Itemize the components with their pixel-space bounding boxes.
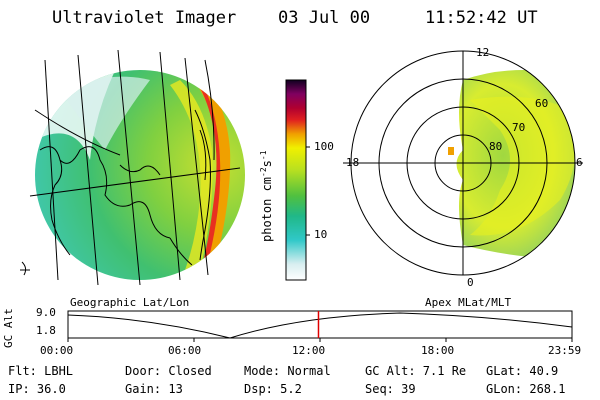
mlt-label-6: 6 bbox=[576, 156, 583, 169]
geographic-label: Geographic Lat/Lon bbox=[70, 296, 190, 309]
lat-label-70: 70 bbox=[512, 121, 526, 134]
info-glon: GLon: 268.1 bbox=[486, 382, 566, 396]
info-door: Door: Closed bbox=[125, 364, 212, 378]
info-glat: GLat: 40.9 bbox=[486, 364, 559, 378]
info-gc-alt: GC Alt: 7.1 Re bbox=[365, 364, 467, 378]
lat-label-60: 60 bbox=[535, 97, 549, 110]
colorbar-tick-100: 100 bbox=[314, 140, 334, 153]
info-dsp: Dsp: 5.2 bbox=[244, 382, 302, 396]
timeline-ytick-low: 1.8 bbox=[36, 324, 56, 337]
timeline-xtick-0000: 00:00 bbox=[40, 344, 74, 357]
info-filter: Flt: LBHL bbox=[8, 364, 74, 378]
mlt-label-0: 0 bbox=[467, 276, 474, 289]
timeline-ytick-high: 9.0 bbox=[36, 306, 56, 319]
timeline-xtick-1800: 18:00 bbox=[421, 344, 455, 357]
observation-time: 11:52:42 UT bbox=[425, 8, 538, 28]
mlt-label-12: 12 bbox=[476, 46, 490, 59]
colorbar bbox=[285, 79, 307, 281]
timeline-plot bbox=[67, 310, 573, 342]
apex-label: Apex MLat/MLT bbox=[425, 296, 512, 309]
info-mode: Mode: Normal bbox=[244, 364, 331, 378]
timeline-xtick-2359: 23:59 bbox=[548, 344, 582, 357]
earth-disk-image bbox=[20, 49, 245, 286]
mlt-label-18: 18 bbox=[346, 156, 360, 169]
polar-plot bbox=[343, 50, 583, 276]
info-gain: Gain: 13 bbox=[125, 382, 183, 396]
colorbar-unit-label: photon cm-2s-1 bbox=[259, 150, 274, 242]
lat-label-80: 80 bbox=[489, 140, 503, 153]
info-seq: Seq: 39 bbox=[365, 382, 416, 396]
timeline-xtick-1200: 12:00 bbox=[292, 344, 326, 357]
timeline-axis-label: GC Alt bbox=[2, 308, 15, 348]
instrument-title: Ultraviolet Imager bbox=[52, 8, 237, 28]
info-ip: IP: 36.0 bbox=[8, 382, 66, 396]
timeline-xtick-0600: 06:00 bbox=[168, 344, 202, 357]
colorbar-tick-10: 10 bbox=[314, 228, 328, 241]
observation-date: 03 Jul 00 bbox=[278, 8, 371, 28]
